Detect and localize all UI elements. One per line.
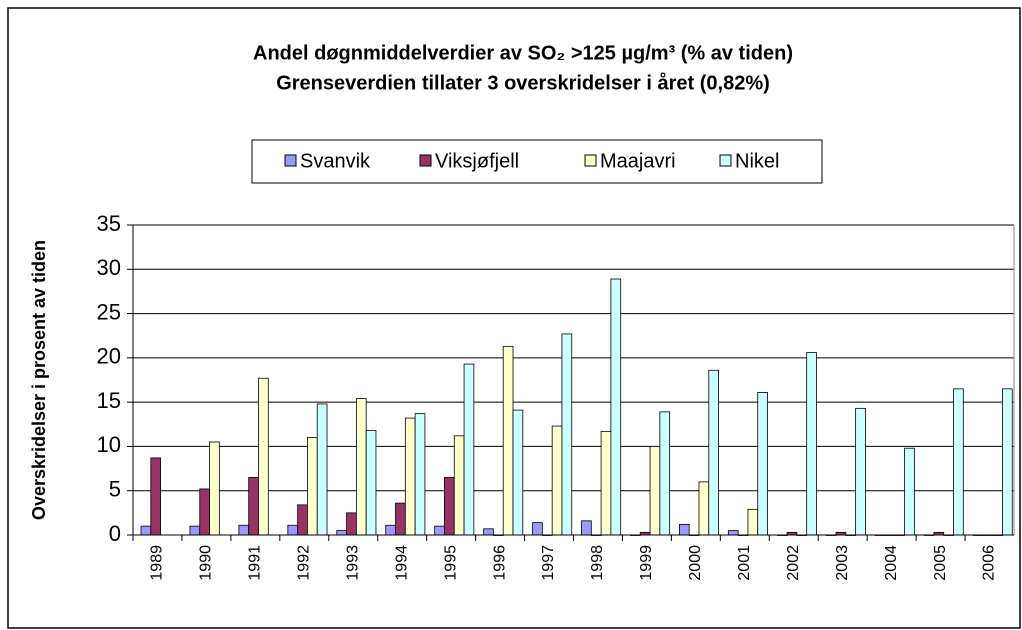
legend-label: Svanvik: [300, 150, 371, 172]
bar: [258, 377, 269, 536]
bar: [238, 524, 250, 536]
bar: [610, 278, 622, 536]
bar: [404, 417, 416, 536]
bar: [659, 411, 671, 536]
bar: [248, 477, 259, 536]
y-tick-label: 15: [97, 388, 121, 413]
x-tick-label: 1997: [540, 545, 557, 581]
legend-swatch: [719, 154, 732, 167]
bar: [551, 425, 563, 536]
bar: [346, 512, 357, 536]
chart-subtitle: Grenseverdien tillater 3 overskridelser …: [276, 71, 770, 94]
x-tick-label: 2002: [785, 545, 802, 581]
bar: [698, 481, 710, 536]
bar: [287, 524, 299, 536]
y-axis-label: Overskridelser i prosent av tiden: [29, 240, 49, 520]
x-tick-label: 2001: [736, 545, 753, 581]
bar: [747, 508, 759, 536]
x-tick-label: 1991: [247, 545, 264, 581]
bar: [904, 447, 915, 536]
bar: [199, 488, 210, 536]
x-tick-label: 1992: [296, 545, 313, 581]
bar: [678, 523, 690, 536]
bar: [189, 525, 201, 536]
legend-swatch: [584, 154, 597, 167]
x-tick-label: 1995: [442, 545, 459, 581]
y-tick-label: 20: [97, 344, 121, 369]
y-tick-label: 35: [97, 211, 121, 236]
bar: [1002, 388, 1013, 536]
legend-swatch: [284, 154, 297, 167]
legend-label: Maajavri: [600, 150, 676, 172]
y-tick-label: 10: [97, 432, 121, 457]
bar: [953, 388, 964, 536]
x-tick-label: 2003: [834, 545, 851, 581]
bar: [140, 525, 152, 536]
bar: [483, 528, 494, 536]
bar: [316, 403, 328, 536]
x-tick-label: 1989: [149, 545, 166, 581]
x-tick-label: 2005: [932, 545, 949, 581]
x-tick-label: 2000: [687, 545, 704, 581]
y-tick-label: 25: [97, 299, 121, 324]
y-tick-label: 30: [97, 255, 121, 280]
bar: [209, 441, 220, 536]
bar: [806, 352, 817, 536]
x-tick-label: 1990: [198, 545, 215, 581]
bar: [600, 430, 612, 536]
x-tick-label: 1993: [344, 545, 361, 581]
x-tick-label: 1994: [393, 545, 410, 581]
bar: [395, 502, 406, 536]
bar: [365, 430, 377, 536]
legend-label: Nikel: [735, 150, 779, 172]
bar: [307, 437, 318, 536]
legend-swatch: [419, 154, 432, 167]
bar: [855, 407, 866, 536]
bar: [532, 522, 543, 536]
y-tick-label: 0: [109, 521, 121, 546]
x-tick-label: 1996: [491, 545, 508, 581]
bar: [453, 435, 465, 536]
bar: [434, 525, 445, 536]
bar: [561, 333, 573, 536]
bar: [757, 391, 768, 536]
bar: [727, 530, 739, 536]
bar: [297, 504, 308, 536]
bar: [708, 369, 719, 536]
bar: [502, 345, 514, 536]
bar: [355, 398, 367, 536]
chart-title: Andel døgnmiddelverdier av SO₂ >125 µg/m…: [253, 42, 793, 64]
bar: [150, 457, 162, 536]
bar: [512, 409, 524, 536]
y-tick-label: 5: [109, 477, 121, 502]
bar: [414, 413, 426, 536]
bar: [463, 363, 475, 536]
x-tick-label: 2004: [883, 545, 900, 581]
bar: [336, 530, 347, 536]
x-tick-label: 1998: [589, 545, 606, 581]
legend-label: Viksjøfjell: [435, 150, 519, 172]
bar: [385, 524, 396, 536]
bar: [649, 446, 661, 536]
bar: [444, 477, 455, 536]
x-tick-label: 1999: [638, 545, 655, 581]
x-tick-label: 2006: [981, 545, 998, 581]
bar: [581, 520, 592, 536]
